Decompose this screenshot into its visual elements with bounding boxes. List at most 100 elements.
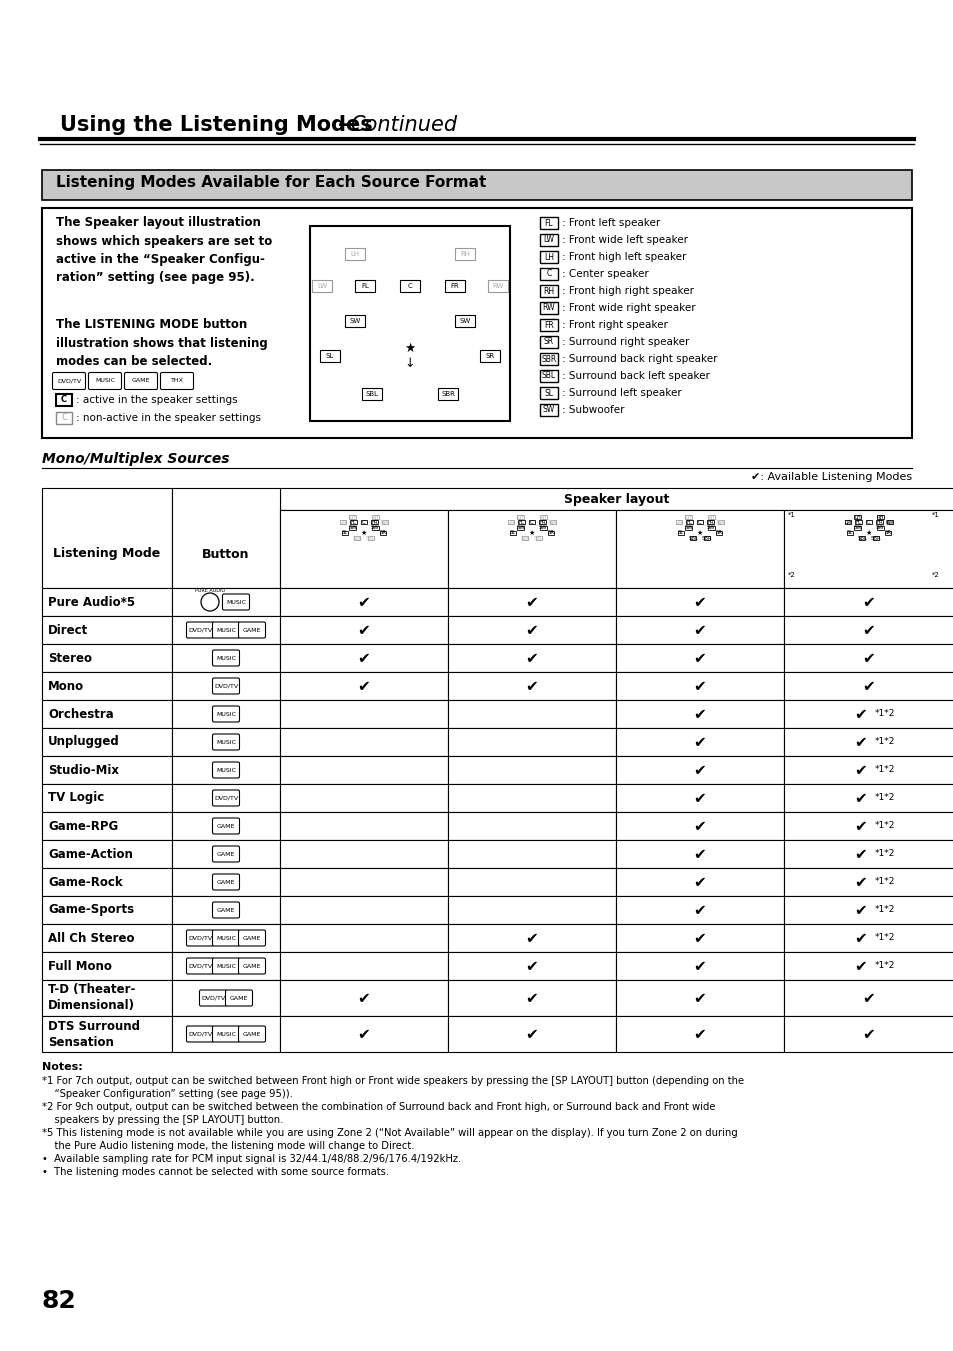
Bar — [172, 784, 280, 812]
Bar — [448, 952, 616, 979]
Bar — [172, 812, 280, 840]
FancyBboxPatch shape — [213, 817, 239, 834]
Text: *1*2: *1*2 — [874, 793, 895, 801]
Bar — [172, 616, 280, 644]
Bar — [876, 526, 882, 530]
FancyBboxPatch shape — [222, 594, 250, 611]
Bar — [280, 757, 448, 784]
Bar — [280, 1016, 448, 1052]
Text: SBL: SBL — [541, 372, 556, 381]
Bar — [528, 520, 535, 524]
Bar — [42, 952, 172, 979]
Bar — [42, 757, 172, 784]
Text: *2 For 9ch output, output can be switched between the combination of Surround ba: *2 For 9ch output, output can be switche… — [42, 1102, 715, 1112]
Bar — [310, 226, 510, 422]
Bar — [715, 531, 721, 535]
Text: SW: SW — [542, 405, 555, 415]
Bar — [783, 867, 953, 896]
Bar — [448, 840, 616, 867]
Text: ✔: ✔ — [525, 931, 537, 946]
Bar — [535, 536, 541, 540]
FancyBboxPatch shape — [213, 621, 239, 638]
Bar — [354, 536, 360, 540]
Bar — [616, 1016, 783, 1052]
Bar — [539, 336, 558, 349]
Text: RW: RW — [542, 304, 555, 312]
FancyBboxPatch shape — [213, 678, 239, 694]
Text: C: C — [362, 520, 365, 524]
Bar — [345, 249, 365, 259]
Text: GAME: GAME — [243, 935, 261, 940]
Text: SR: SR — [543, 338, 554, 346]
Bar — [783, 616, 953, 644]
Text: LH: LH — [543, 253, 554, 262]
Text: Notes:: Notes: — [42, 1062, 83, 1071]
Bar — [448, 867, 616, 896]
Text: Listening Modes Available for Each Source Format: Listening Modes Available for Each Sourc… — [56, 176, 486, 190]
Bar — [172, 588, 280, 616]
Bar — [539, 404, 558, 416]
Text: ✔: ✔ — [854, 902, 866, 917]
Text: FR: FR — [876, 520, 882, 524]
Bar — [885, 520, 892, 524]
Text: ✔: ✔ — [854, 790, 866, 805]
Bar — [280, 840, 448, 867]
Bar — [549, 520, 556, 524]
Text: SBR: SBR — [870, 536, 881, 540]
Text: C: C — [61, 396, 67, 404]
Bar — [616, 867, 783, 896]
Text: Game-Sports: Game-Sports — [48, 904, 134, 916]
Bar — [455, 249, 475, 259]
Text: Unplugged: Unplugged — [48, 735, 120, 748]
Text: Continued: Continued — [350, 115, 456, 135]
Text: DVD/TV: DVD/TV — [201, 996, 225, 1001]
Bar — [42, 588, 172, 616]
FancyBboxPatch shape — [213, 762, 239, 778]
Text: ✔: ✔ — [357, 678, 370, 693]
Bar — [616, 952, 783, 979]
Bar — [172, 728, 280, 757]
Bar — [42, 784, 172, 812]
Bar — [517, 520, 524, 524]
Bar — [448, 700, 616, 728]
Bar — [42, 924, 172, 952]
FancyBboxPatch shape — [160, 373, 193, 389]
Bar — [616, 924, 783, 952]
Text: ✔: ✔ — [525, 678, 537, 693]
Text: FR: FR — [371, 520, 377, 524]
Text: SR: SR — [485, 353, 494, 359]
Text: the Pure Audio listening mode, the listening mode will change to Direct.: the Pure Audio listening mode, the liste… — [42, 1142, 414, 1151]
Text: C: C — [61, 413, 67, 423]
Text: *5 This listening mode is not available while you are using Zone 2 (“Not Availab: *5 This listening mode is not available … — [42, 1128, 737, 1138]
Bar — [707, 515, 714, 519]
Text: MUSIC: MUSIC — [215, 767, 235, 773]
Text: ✔: ✔ — [693, 707, 705, 721]
Bar — [521, 536, 528, 540]
Text: RW: RW — [380, 520, 389, 524]
Text: *1*2: *1*2 — [874, 765, 895, 774]
Text: FR: FR — [538, 520, 545, 524]
Text: RH: RH — [876, 515, 883, 520]
Bar — [539, 285, 558, 297]
Text: ✔: ✔ — [693, 762, 705, 777]
Bar — [616, 728, 783, 757]
Text: SW: SW — [875, 526, 883, 530]
Text: MUSIC: MUSIC — [215, 712, 235, 716]
Bar — [42, 979, 172, 1016]
Text: ✔: ✔ — [357, 594, 370, 609]
Bar — [280, 896, 448, 924]
Text: GAME: GAME — [132, 378, 150, 384]
Bar — [507, 520, 514, 524]
Text: RH: RH — [459, 251, 470, 257]
Bar — [280, 728, 448, 757]
Text: ★
↓: ★ ↓ — [404, 342, 416, 370]
Text: *1*2: *1*2 — [874, 877, 895, 885]
Text: LH: LH — [517, 515, 523, 520]
Text: ✔: ✔ — [693, 958, 705, 974]
Text: SL: SL — [341, 531, 348, 535]
Text: SW: SW — [371, 526, 379, 530]
Text: C: C — [530, 520, 534, 524]
Bar — [448, 728, 616, 757]
Bar — [42, 488, 172, 588]
Bar — [339, 520, 346, 524]
